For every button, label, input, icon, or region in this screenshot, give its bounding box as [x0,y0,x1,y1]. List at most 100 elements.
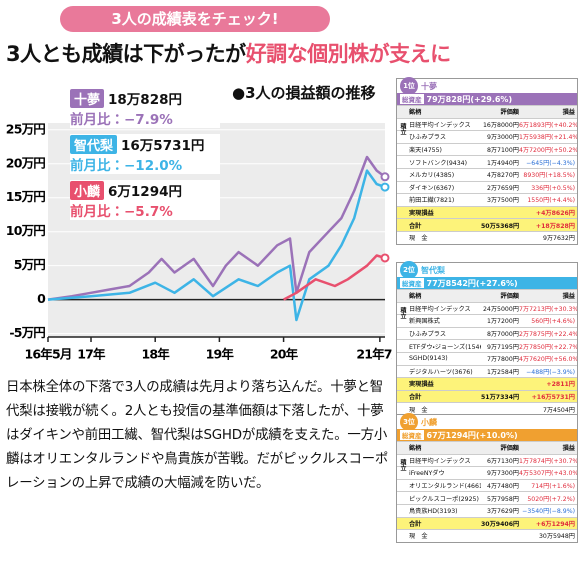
table-row: 日経平均インデックス 16万8000円 6万1893円(+40.2%) [397,117,577,131]
table-header: 2位 智代梨 [397,261,577,279]
summary-value: 77万8542円(+27.6%) [426,278,518,288]
cell: 6万7130円 [486,457,519,465]
cell: 1550円(+4.4%) [527,197,575,205]
cell: デジタルハーツ(3676) [409,368,473,376]
table-header: 3位 小麟 [397,413,577,431]
table-row: 鳥貴族HD(3193) 3万7629円 −3540円(−8.9%) [397,503,577,517]
group-label: 積立 [399,459,406,471]
series-line [47,155,386,301]
cell: +2811円 [546,381,575,389]
y-tick-label: 15万円 [6,189,45,204]
column-header: 銘柄 評価額 損益 [397,289,577,302]
cell: オリエンタルランド(4661) [409,483,481,491]
cell: 実現損益 [409,210,434,218]
cell: 3万7629円 [486,508,519,516]
cell: 4万7480円 [486,483,519,491]
cell: ひふみプラス [409,134,447,142]
group-label: 積立 [399,123,406,135]
legend-change: 前月比：−5.7% [70,204,173,220]
cell: 1万7874円(+30.7%) [519,457,577,465]
cell: 30万5948円 [539,533,575,541]
cell: 9万7632円 [542,235,575,243]
cell: 新興国株式 [409,318,440,326]
cell: 1万7200円 [486,318,519,326]
legend-entry: 小麟 6万1294円 前月比：−5.7% [70,180,220,220]
y-tick-label: 0 [37,291,46,306]
legend: 十夢 18万828円 前月比：−7.9% 智代梨 16万5731円 前月比：−12.0% 小… [70,88,220,226]
legend-entry: 十夢 18万828円 前月比：−7.9% [70,88,220,128]
summary-bar: 総資産 79万828円(+29.6%) [397,93,577,105]
table-row: ひふみプラス 9万3000円 1万5938円(+21.4%) [397,130,577,143]
legend-entry: 智代梨 16万5731円 前月比：−12.0% [70,134,220,174]
cell: −645円(−4.3%) [526,159,575,167]
table-row: デジタルハーツ(3676) 1万2584円 −488円(−3.9%) [397,364,577,378]
cell: 50万5368円 [481,222,519,230]
y-tick-label: -5万円 [9,325,45,340]
cell: 1万5938円(+21.4%) [519,134,577,142]
cell: −488円(−3.9%) [526,368,575,376]
summary-bar: 総資産 67万1294円(+10.0%) [397,429,577,441]
cell: 4万7200円(+50.2%) [519,147,577,155]
cell: 51万7334円 [481,394,519,402]
cell: 現 金 [409,533,428,541]
banner: 3人の成績表をチェック! [60,6,330,32]
cash-row: 現 金 30万5948円 [397,529,577,542]
end-marker [380,172,390,182]
table-row: メルカリ(4385) 4万8270円 8930円(+18.5%) [397,167,577,181]
cell: 24万5000円 [483,305,519,313]
cell: 16万8000円 [483,121,519,129]
rank-badge: 2位 [400,261,418,279]
table-row: ひふみプラス 8万7000円 2万7875円(+22.4%) [397,326,577,340]
table-row: 新興国株式 1万7200円 560円(+4.6%) [397,314,577,327]
cell: 9万3000円 [486,134,519,142]
table-row: 前田工繊(7821) 3万7500円 1550円(+4.4%) [397,193,577,206]
chart-title: ●3人の損益額の推移 [232,84,376,102]
cell: 1万2584円 [486,368,519,376]
cell: 9万7195円 [486,343,519,351]
cell: 8万7000円 [486,331,519,339]
cell: 336円(+0.5%) [531,184,575,192]
table-row: iFreeNYダウ 9万7300円 4万5307円(+43.0%) [397,466,577,479]
cell: 前田工繊(7821) [409,197,455,205]
legend-line: 智代梨 16万5731円 [70,134,220,154]
cell: ひふみプラス [409,331,447,339]
realized-row: 実現損益 +4万8626円 [397,205,577,219]
table-row: ピックルスコーポ(2925) 5万7958円 5020円(+7.2%) [397,491,577,504]
cell: 714円(+1.6%) [531,483,575,491]
cell: 4万8270円 [486,172,519,180]
portfolio-table: 2位 智代梨 総資産 77万8542円(+27.6%) 銘柄 評価額 損益 積立 日経平均インデ… [396,261,578,416]
cell: 合計 [409,520,422,528]
column-label: 損益 [562,109,575,117]
cell: 日経平均インデックス [409,121,471,129]
table-row: 楽天(4755) 8万7100円 4万7200円(+50.2%) [397,142,577,156]
cell: 4万7620円(+56.0%) [519,356,577,364]
cell: 合計 [409,222,422,230]
column-label: 銘柄 [409,445,422,453]
table-row: 日経平均インデックス 24万5000円 7万7213円(+30.3%) [397,301,577,315]
end-marker [380,182,390,192]
summary-value: 79万828円(+29.6%) [426,94,513,104]
x-tick-label: 19年 [206,347,235,362]
cell: +4万8626円 [535,210,575,218]
cash-row: 現 金 7万4504円 [397,402,577,415]
series-line [283,254,386,301]
total-row: 合計 30万9406円 +6万1294円 [397,516,577,530]
end-marker [380,253,390,263]
cell: +18万828円 [535,222,575,230]
column-label: 銘柄 [409,293,422,301]
legend-total: 6万1294円 [108,184,182,200]
realized-row: 実現損益 +2811円 [397,377,577,390]
table-row: ソフトバンク(9434) 1万4940円 −645円(−4.3%) [397,155,577,168]
cell: +16万5731円 [531,394,575,402]
cell: 日経平均インデックス [409,457,471,465]
cell: 現 金 [409,235,428,243]
total-row: 合計 51万7334円 +16万5731円 [397,389,577,403]
x-tick-label: 18年 [141,347,170,362]
cell: 2万7659円 [486,184,519,192]
y-tick-label: 10万円 [6,223,45,238]
group-label: 積立 [399,307,406,319]
cell: ピックルスコーポ(2925) [409,495,479,503]
y-tick-label: 25万円 [6,121,45,136]
cell: ソフトバンク(9434) [409,159,468,167]
column-label: 評価額 [500,445,519,453]
